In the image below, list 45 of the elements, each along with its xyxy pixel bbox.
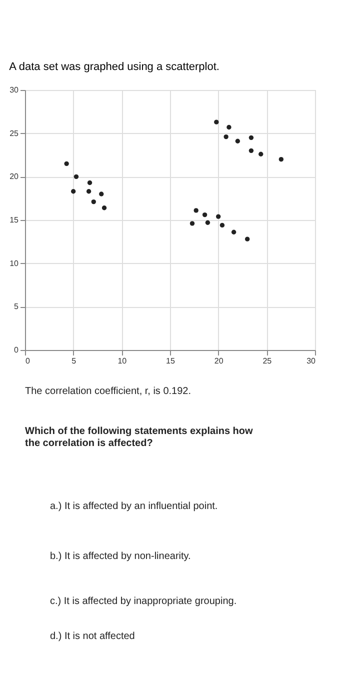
x-tick-label: 10 — [118, 356, 128, 366]
text: c.) It is affected by inappropriate grouping. — [50, 596, 237, 607]
y-tick-label: 0 — [14, 346, 20, 354]
point — [74, 174, 79, 180]
point — [64, 161, 69, 166]
y-tick-label: 10 — [10, 258, 20, 268]
point — [216, 214, 221, 219]
chart-title: A data set was graphed using a scatterplot. — [9, 61, 220, 73]
point — [226, 124, 232, 130]
text: Which of the following statements explains how the correlation is affected? — [25, 426, 254, 449]
point — [220, 222, 225, 228]
point — [248, 148, 254, 154]
point — [87, 180, 92, 186]
text: d.) It is not affected — [50, 631, 135, 642]
point — [86, 189, 92, 194]
point — [205, 220, 210, 225]
point — [91, 199, 96, 204]
x-tick-label: 25 — [262, 356, 272, 366]
point — [99, 192, 104, 196]
y-tick-label: 30 — [10, 86, 20, 94]
text: The correlation coefficient, r, is 0.192. — [25, 386, 192, 397]
point — [258, 152, 264, 156]
point — [235, 138, 240, 144]
text: a.) It is affected by an influential point. — [50, 501, 218, 512]
point — [70, 189, 76, 194]
point — [202, 212, 208, 218]
y-tick-label: 5 — [14, 302, 20, 312]
x-tick-label: 0 — [26, 356, 30, 366]
point — [231, 230, 236, 234]
point — [190, 221, 195, 226]
point — [278, 156, 284, 162]
x-tick-label: 5 — [72, 356, 77, 366]
x-tick-label: 15 — [166, 356, 176, 366]
point — [244, 236, 250, 242]
point — [102, 206, 107, 210]
y-tick-label: 20 — [10, 172, 20, 182]
point — [194, 208, 198, 213]
x-tick-label: 20 — [214, 356, 224, 366]
y-tick-label: 15 — [10, 216, 20, 224]
point — [224, 134, 228, 140]
x-tick-label: 30 — [306, 356, 316, 366]
y-tick-label: 25 — [10, 128, 20, 138]
point — [248, 135, 254, 140]
point — [214, 120, 219, 124]
text: b.) It is affected by non-linearity. — [50, 551, 191, 562]
